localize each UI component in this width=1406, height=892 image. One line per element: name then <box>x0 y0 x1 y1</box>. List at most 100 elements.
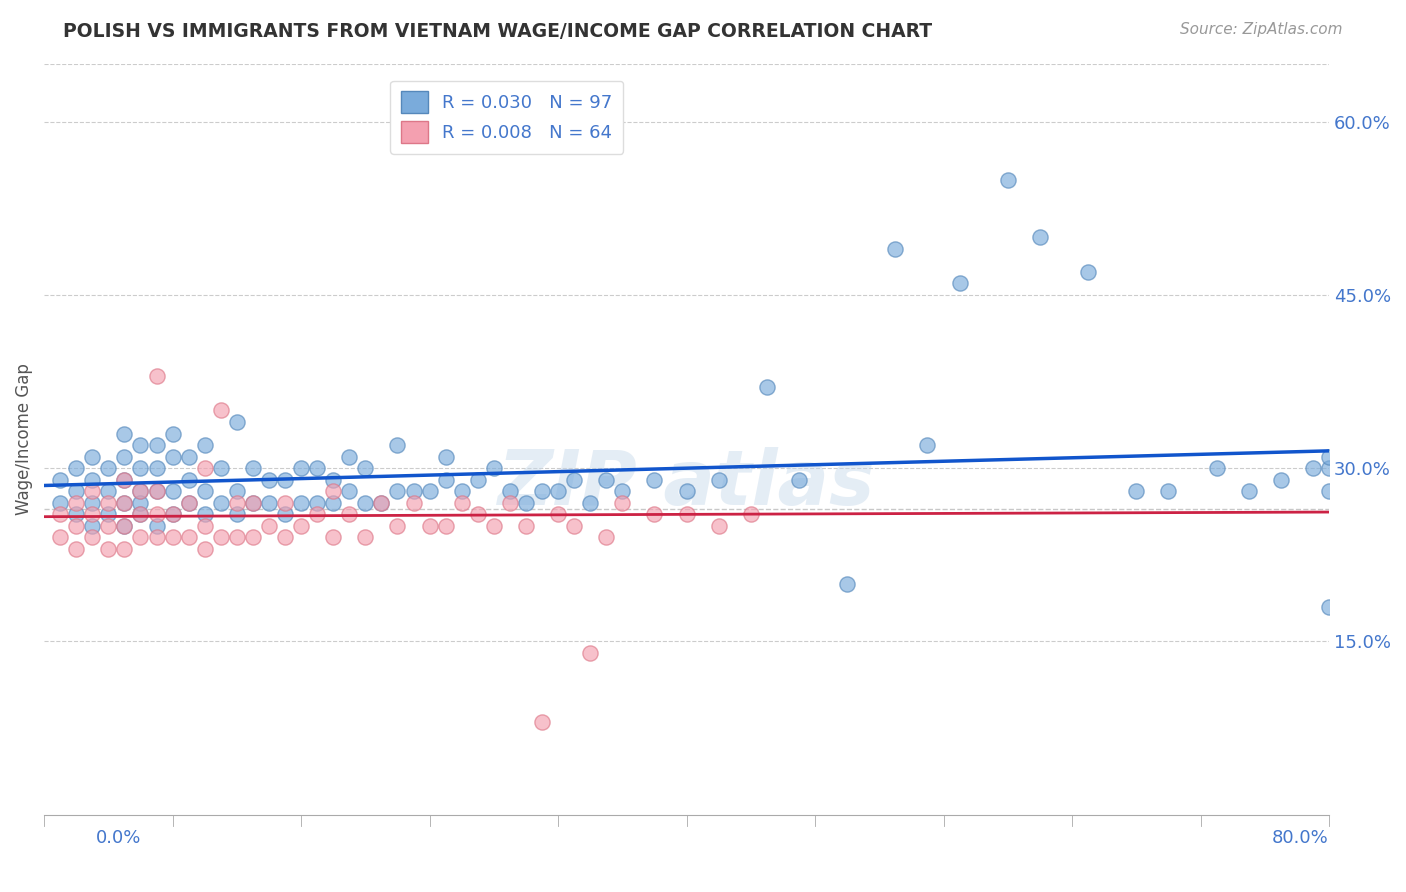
Point <box>755 380 778 394</box>
Point <box>547 508 569 522</box>
Point <box>274 473 297 487</box>
Point <box>145 484 167 499</box>
Point <box>177 473 200 487</box>
Point <box>129 508 152 522</box>
Point <box>450 496 472 510</box>
Point <box>194 438 217 452</box>
Point <box>290 496 312 510</box>
Point <box>499 484 522 499</box>
Point <box>112 450 135 464</box>
Point <box>112 473 135 487</box>
Point <box>209 461 232 475</box>
Point <box>129 531 152 545</box>
Point <box>274 531 297 545</box>
Point <box>1317 484 1340 499</box>
Point <box>530 484 553 499</box>
Point <box>515 519 537 533</box>
Point <box>225 508 247 522</box>
Point <box>1205 461 1227 475</box>
Point <box>49 531 72 545</box>
Point <box>129 438 152 452</box>
Point <box>257 519 280 533</box>
Point <box>129 484 152 499</box>
Point <box>162 426 184 441</box>
Point <box>162 508 184 522</box>
Point <box>225 496 247 510</box>
Point <box>257 496 280 510</box>
Point <box>370 496 392 510</box>
Point <box>450 484 472 499</box>
Point <box>467 473 489 487</box>
Point <box>515 496 537 510</box>
Point <box>322 531 344 545</box>
Point <box>837 576 859 591</box>
Point <box>595 531 617 545</box>
Point <box>194 541 217 556</box>
Point <box>112 519 135 533</box>
Point <box>434 519 457 533</box>
Point <box>194 519 217 533</box>
Point <box>177 496 200 510</box>
Point <box>49 496 72 510</box>
Point <box>225 484 247 499</box>
Point <box>145 531 167 545</box>
Point <box>1302 461 1324 475</box>
Point <box>242 461 264 475</box>
Point <box>1317 599 1340 614</box>
Point <box>643 508 665 522</box>
Point <box>112 519 135 533</box>
Point <box>402 496 425 510</box>
Point <box>82 531 104 545</box>
Point <box>112 541 135 556</box>
Point <box>145 519 167 533</box>
Point <box>675 484 697 499</box>
Point <box>145 484 167 499</box>
Point <box>337 508 360 522</box>
Point <box>194 508 217 522</box>
Point <box>97 484 120 499</box>
Point <box>97 461 120 475</box>
Point <box>387 484 409 499</box>
Point <box>162 450 184 464</box>
Point <box>82 508 104 522</box>
Point <box>499 496 522 510</box>
Text: POLISH VS IMMIGRANTS FROM VIETNAM WAGE/INCOME GAP CORRELATION CHART: POLISH VS IMMIGRANTS FROM VIETNAM WAGE/I… <box>63 22 932 41</box>
Point <box>354 531 377 545</box>
Point <box>177 531 200 545</box>
Point <box>225 531 247 545</box>
Point <box>225 415 247 429</box>
Text: ZIP atlas: ZIP atlas <box>498 448 876 521</box>
Point <box>49 508 72 522</box>
Point <box>307 496 329 510</box>
Point <box>547 484 569 499</box>
Point <box>97 541 120 556</box>
Point <box>1317 450 1340 464</box>
Point <box>65 541 87 556</box>
Text: 80.0%: 80.0% <box>1272 830 1329 847</box>
Point <box>997 172 1019 186</box>
Point <box>129 461 152 475</box>
Point <box>675 508 697 522</box>
Point <box>112 496 135 510</box>
Point <box>1125 484 1147 499</box>
Point <box>707 473 730 487</box>
Point <box>434 450 457 464</box>
Point <box>145 368 167 383</box>
Point <box>370 496 392 510</box>
Point <box>97 519 120 533</box>
Point <box>643 473 665 487</box>
Point <box>482 519 505 533</box>
Point <box>707 519 730 533</box>
Point <box>65 461 87 475</box>
Point <box>112 426 135 441</box>
Point <box>387 519 409 533</box>
Point <box>274 508 297 522</box>
Point <box>354 461 377 475</box>
Point <box>612 484 634 499</box>
Point <box>434 473 457 487</box>
Point <box>129 484 152 499</box>
Point <box>530 715 553 730</box>
Point <box>82 519 104 533</box>
Point <box>129 508 152 522</box>
Point <box>82 484 104 499</box>
